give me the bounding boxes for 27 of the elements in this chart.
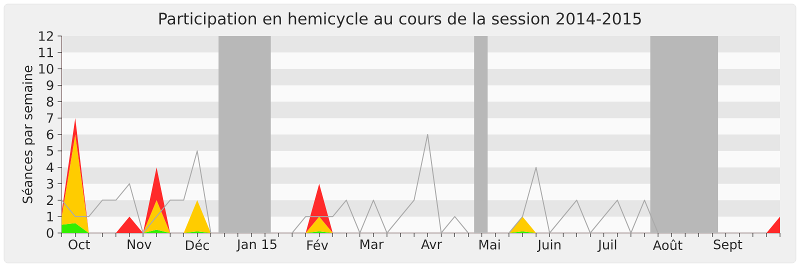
y-tick-label: 5 — [46, 146, 54, 156]
x-tick-label: Juil — [597, 240, 616, 252]
x-tick-label: Jan 15 — [236, 240, 276, 252]
x-tick-label: Oct — [68, 240, 90, 250]
x-tick-label: Juin — [537, 240, 560, 252]
x-tick-label: Déc — [186, 240, 209, 250]
x-tick-label: Mar — [360, 240, 384, 250]
x-tick-label: Mai — [480, 240, 500, 250]
y-tick-label: 2 — [46, 195, 53, 205]
y-tick-label: 3 — [46, 178, 54, 189]
y-tick-label: 6 — [46, 130, 54, 140]
x-tick-label: Sept — [714, 240, 742, 252]
y-tick-label: 11 — [39, 48, 53, 58]
x-tick-label: Avr — [421, 240, 442, 249]
y-tick-label: 0 — [46, 228, 54, 238]
y-tick-label: 10 — [39, 64, 54, 74]
x-tick-label: Fév — [307, 240, 328, 250]
chart-title: Participation en hemicycle au cours de la session 2014-2015 — [159, 12, 641, 28]
y-axis-title: Séances par semaine — [22, 66, 35, 204]
y-tick-label: 12 — [39, 31, 53, 41]
y-tick-label: 1 — [47, 212, 53, 222]
y-tick-label: 9 — [46, 80, 54, 90]
x-tick-label: Août — [652, 240, 682, 250]
y-tick-label: 7 — [47, 113, 54, 123]
y-tick-label: 4 — [46, 162, 54, 172]
y-tick-label: 8 — [46, 96, 54, 107]
x-tick-label: Nov — [128, 240, 152, 250]
